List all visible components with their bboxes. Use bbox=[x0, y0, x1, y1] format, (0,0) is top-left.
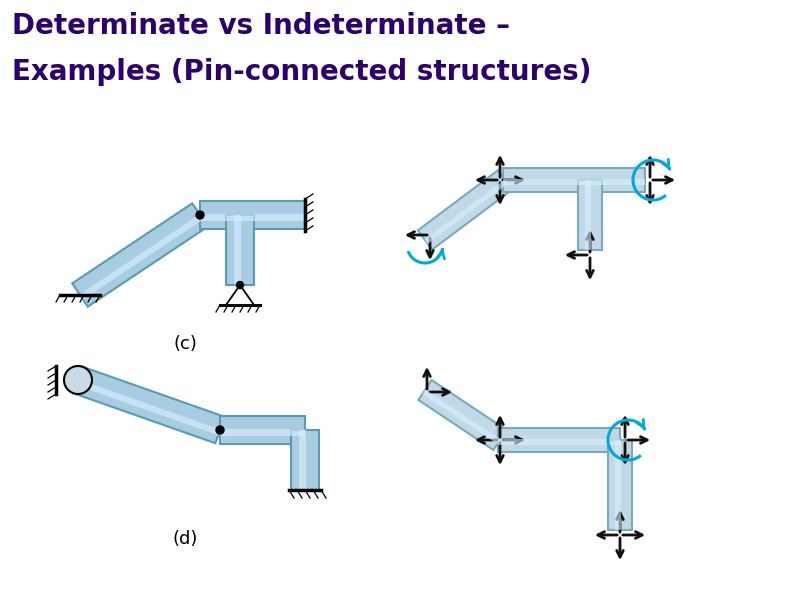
Polygon shape bbox=[200, 201, 305, 229]
Polygon shape bbox=[72, 203, 208, 307]
Polygon shape bbox=[74, 367, 225, 443]
Polygon shape bbox=[226, 285, 254, 305]
Polygon shape bbox=[418, 170, 512, 250]
Text: Determinate vs Indeterminate –: Determinate vs Indeterminate – bbox=[12, 12, 510, 40]
Polygon shape bbox=[220, 416, 305, 444]
Circle shape bbox=[237, 281, 243, 289]
Polygon shape bbox=[498, 428, 620, 452]
Circle shape bbox=[216, 426, 224, 434]
Polygon shape bbox=[498, 439, 620, 445]
Polygon shape bbox=[76, 379, 220, 435]
Polygon shape bbox=[234, 215, 241, 285]
Polygon shape bbox=[422, 389, 500, 444]
Polygon shape bbox=[80, 214, 203, 299]
Polygon shape bbox=[425, 179, 508, 244]
Polygon shape bbox=[418, 380, 506, 450]
Circle shape bbox=[196, 211, 204, 219]
Polygon shape bbox=[586, 180, 590, 250]
Text: (d): (d) bbox=[172, 530, 198, 548]
Polygon shape bbox=[226, 215, 254, 285]
Polygon shape bbox=[291, 430, 319, 490]
Polygon shape bbox=[503, 168, 645, 192]
Polygon shape bbox=[578, 180, 602, 250]
Polygon shape bbox=[299, 430, 306, 490]
Polygon shape bbox=[503, 179, 645, 185]
Text: Examples (Pin-connected structures): Examples (Pin-connected structures) bbox=[12, 58, 591, 86]
Polygon shape bbox=[220, 430, 305, 436]
Polygon shape bbox=[608, 440, 632, 530]
Circle shape bbox=[64, 366, 92, 394]
Polygon shape bbox=[200, 214, 305, 221]
Polygon shape bbox=[615, 440, 621, 530]
Text: (c): (c) bbox=[173, 335, 197, 353]
